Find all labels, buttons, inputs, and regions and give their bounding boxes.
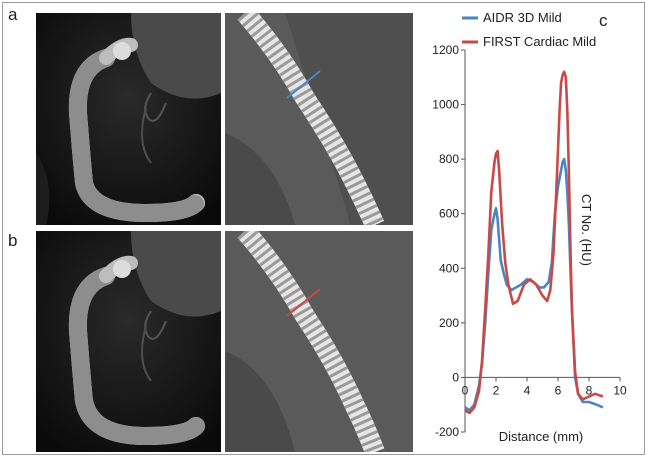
ct-image-a-zoom bbox=[225, 13, 413, 225]
ct-image-b-vessel bbox=[36, 231, 221, 452]
legend-label-first: FIRST Cardiac Mild bbox=[483, 34, 596, 49]
panel-label-c: c bbox=[599, 11, 608, 30]
line-chart: AIDR 3D Mild FIRST Cardiac Mild -200 0 200… bbox=[432, 10, 627, 444]
chart-legend: AIDR 3D Mild FIRST Cardiac Mild bbox=[462, 10, 596, 49]
y-tick-label: 200 bbox=[439, 316, 459, 330]
series-line-1 bbox=[464, 70, 604, 415]
figure-frame bbox=[2, 2, 645, 455]
x-tick-label: 0 bbox=[462, 383, 469, 397]
y-tick-label: 0 bbox=[452, 370, 459, 384]
ct-image-a-vessel bbox=[36, 13, 221, 225]
x-tick-label: 4 bbox=[524, 383, 531, 397]
panel-label-b: b bbox=[8, 231, 18, 250]
y-tick-label: 1200 bbox=[432, 43, 459, 57]
y-tick-label: 1000 bbox=[432, 98, 459, 112]
chart-series-layer bbox=[464, 70, 604, 415]
panel-label-a: a bbox=[8, 5, 18, 24]
y-tick-label: -200 bbox=[435, 425, 459, 439]
x-tick-label: 10 bbox=[613, 383, 627, 397]
y-tick-label: 800 bbox=[439, 152, 459, 166]
chart-axes: -200 0 200 400 600 800 1000 1200 0 2 4 6 8 10 bbox=[432, 43, 627, 439]
legend-label-aidr: AIDR 3D Mild bbox=[483, 10, 562, 25]
ct-image-b-zoom bbox=[225, 231, 413, 452]
y-tick-label: 400 bbox=[439, 261, 459, 275]
x-tick-label: 6 bbox=[555, 383, 562, 397]
x-tick-label: 8 bbox=[586, 383, 593, 397]
x-tick-label: 2 bbox=[493, 383, 500, 397]
x-axis-label: Distance (mm) bbox=[499, 429, 584, 444]
y-tick-label: 600 bbox=[439, 207, 459, 221]
y-axis-label: CT No. (HU) bbox=[579, 194, 594, 266]
